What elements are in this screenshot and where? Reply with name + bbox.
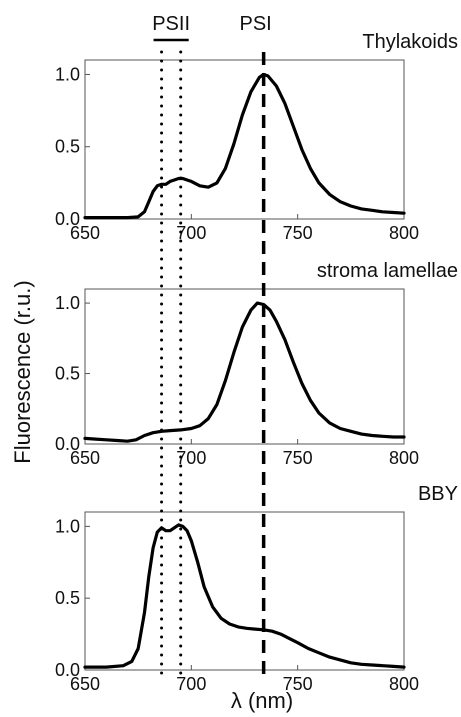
- panel-2: stroma lamellae 650 700 750 800 0.0 0.5 1.0: [55, 260, 458, 468]
- x-tick-label: 650: [70, 223, 100, 243]
- y-tick-label: 0.0: [55, 660, 80, 680]
- spectrum-line-1: [83, 523, 406, 669]
- y-tick-label: 1.0: [55, 293, 80, 313]
- spectrum-line-1: [83, 301, 406, 443]
- x-tick-label: 750: [283, 448, 313, 468]
- plot-frame: [84, 288, 405, 445]
- panel-label: stroma lamellae: [317, 260, 458, 282]
- plot-frame: [84, 59, 405, 220]
- x-tick-label: 650: [70, 674, 100, 694]
- plot-frame: [84, 511, 405, 671]
- x-tick-label: 650: [70, 448, 100, 468]
- x-tick-label: 750: [283, 674, 313, 694]
- x-tick-label: 700: [176, 448, 206, 468]
- spectrum-line-1: [83, 72, 406, 220]
- panel-label: Thylakoids: [362, 31, 458, 53]
- x-tick-label: 800: [389, 448, 419, 468]
- x-tick-label: 700: [176, 223, 206, 243]
- y-tick-label: 0.5: [55, 364, 80, 384]
- panel-3: BBY 650 700 750 800 0.0 0.5 1.0: [55, 483, 458, 694]
- y-tick-label: 0.0: [55, 434, 80, 454]
- y-tick-label: 0.5: [55, 588, 80, 608]
- x-tick-label: 800: [389, 674, 419, 694]
- y-tick-label: 1.0: [55, 64, 80, 84]
- y-axis-label: Fluorescence (r.u.): [10, 280, 35, 463]
- reference-lines: [160, 50, 266, 678]
- y-tick-label: 0.0: [55, 209, 80, 229]
- panel-1: Thylakoids 650 700 750 800 0.0 0.5 1.0: [55, 31, 458, 243]
- psi-label: PSI: [240, 13, 272, 35]
- y-tick-label: 0.5: [55, 137, 80, 157]
- x-tick-label: 700: [176, 674, 206, 694]
- x-tick-label: 800: [389, 223, 419, 243]
- x-axis-label: λ (nm): [231, 688, 293, 713]
- panel-label: BBY: [418, 483, 458, 505]
- y-tick-label: 1.0: [55, 516, 80, 536]
- x-tick-label: 750: [283, 223, 313, 243]
- psii-label: PSII: [152, 13, 190, 35]
